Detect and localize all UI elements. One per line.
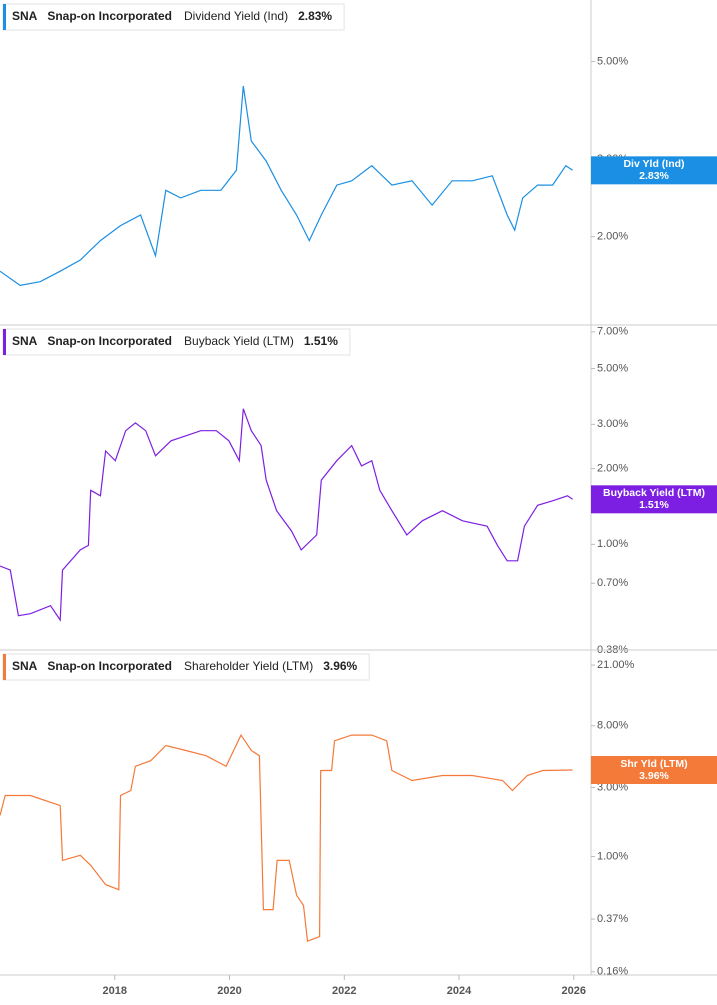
legend: SNA Snap-on Incorporated Buyback Yield (LT… (2, 328, 351, 356)
y-tick-label: 0.37% (597, 913, 628, 925)
company: Snap-on Incorporated (47, 334, 172, 348)
x-tick-label: 2018 (103, 985, 127, 997)
series-line (0, 733, 573, 943)
x-tick-label: 2026 (562, 985, 586, 997)
legend-swatch (3, 4, 6, 30)
y-tick-label: 2.00% (597, 463, 628, 475)
series-line (0, 408, 573, 622)
y-tick-label: 5.00% (597, 55, 628, 67)
legend-box (2, 653, 370, 681)
legend-value: 3.96% (323, 659, 357, 673)
y-tick-label: 2.00% (597, 231, 628, 243)
x-tick-label: 2022 (332, 985, 356, 997)
legend-value: 1.51% (304, 334, 338, 348)
company: Snap-on Incorporated (47, 659, 172, 673)
value-tag (591, 756, 717, 785)
legend-box (2, 3, 345, 31)
x-tick-label: 2020 (217, 985, 241, 997)
legend-label: Buyback Yield (LTM) (184, 334, 294, 348)
y-tick-label: 5.00% (597, 362, 628, 374)
legend: SNA Snap-on Incorporated Shareholder Yield… (2, 653, 370, 681)
value-tag-label: Shr Yld (LTM) (620, 758, 687, 770)
y-tick-label: 1.00% (597, 538, 628, 550)
y-tick-label: 0.70% (597, 577, 628, 589)
series-line (0, 85, 573, 287)
value-tag-label: Buyback Yield (LTM) (603, 487, 705, 499)
legend: SNA Snap-on Incorporated Dividend Yield (I… (2, 3, 345, 31)
y-tick-label: 3.00% (597, 781, 628, 793)
legend-swatch (3, 329, 6, 355)
x-tick-label: 2024 (447, 985, 472, 997)
y-tick-label: 7.00% (597, 326, 628, 338)
value-tag-value: 2.83% (639, 170, 669, 182)
ticker: SNA (12, 334, 38, 348)
value-tag-label: Div Yld (Ind) (623, 158, 684, 170)
y-tick-label: 8.00% (597, 720, 628, 732)
legend-label: Shareholder Yield (LTM) (184, 659, 313, 673)
legend-swatch (3, 654, 6, 680)
y-tick-label: 0.16% (597, 966, 628, 978)
ticker: SNA (12, 9, 38, 23)
y-tick-label: 21.00% (597, 659, 635, 671)
ticker: SNA (12, 659, 38, 673)
legend-label: Dividend Yield (Ind) (184, 9, 288, 23)
legend-value: 2.83% (298, 9, 332, 23)
company: Snap-on Incorporated (47, 9, 172, 23)
y-tick-label: 3.00% (597, 418, 628, 430)
value-tag (591, 156, 717, 185)
y-tick-label: 1.00% (597, 850, 628, 862)
value-tag-value: 3.96% (639, 770, 669, 782)
value-tag-value: 1.51% (639, 499, 669, 511)
legend-box (2, 328, 351, 356)
value-tag (591, 485, 717, 514)
